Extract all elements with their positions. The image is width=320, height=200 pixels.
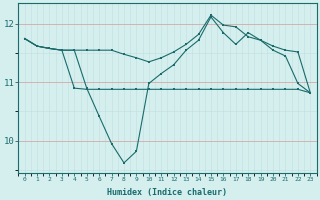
- X-axis label: Humidex (Indice chaleur): Humidex (Indice chaleur): [108, 188, 228, 197]
